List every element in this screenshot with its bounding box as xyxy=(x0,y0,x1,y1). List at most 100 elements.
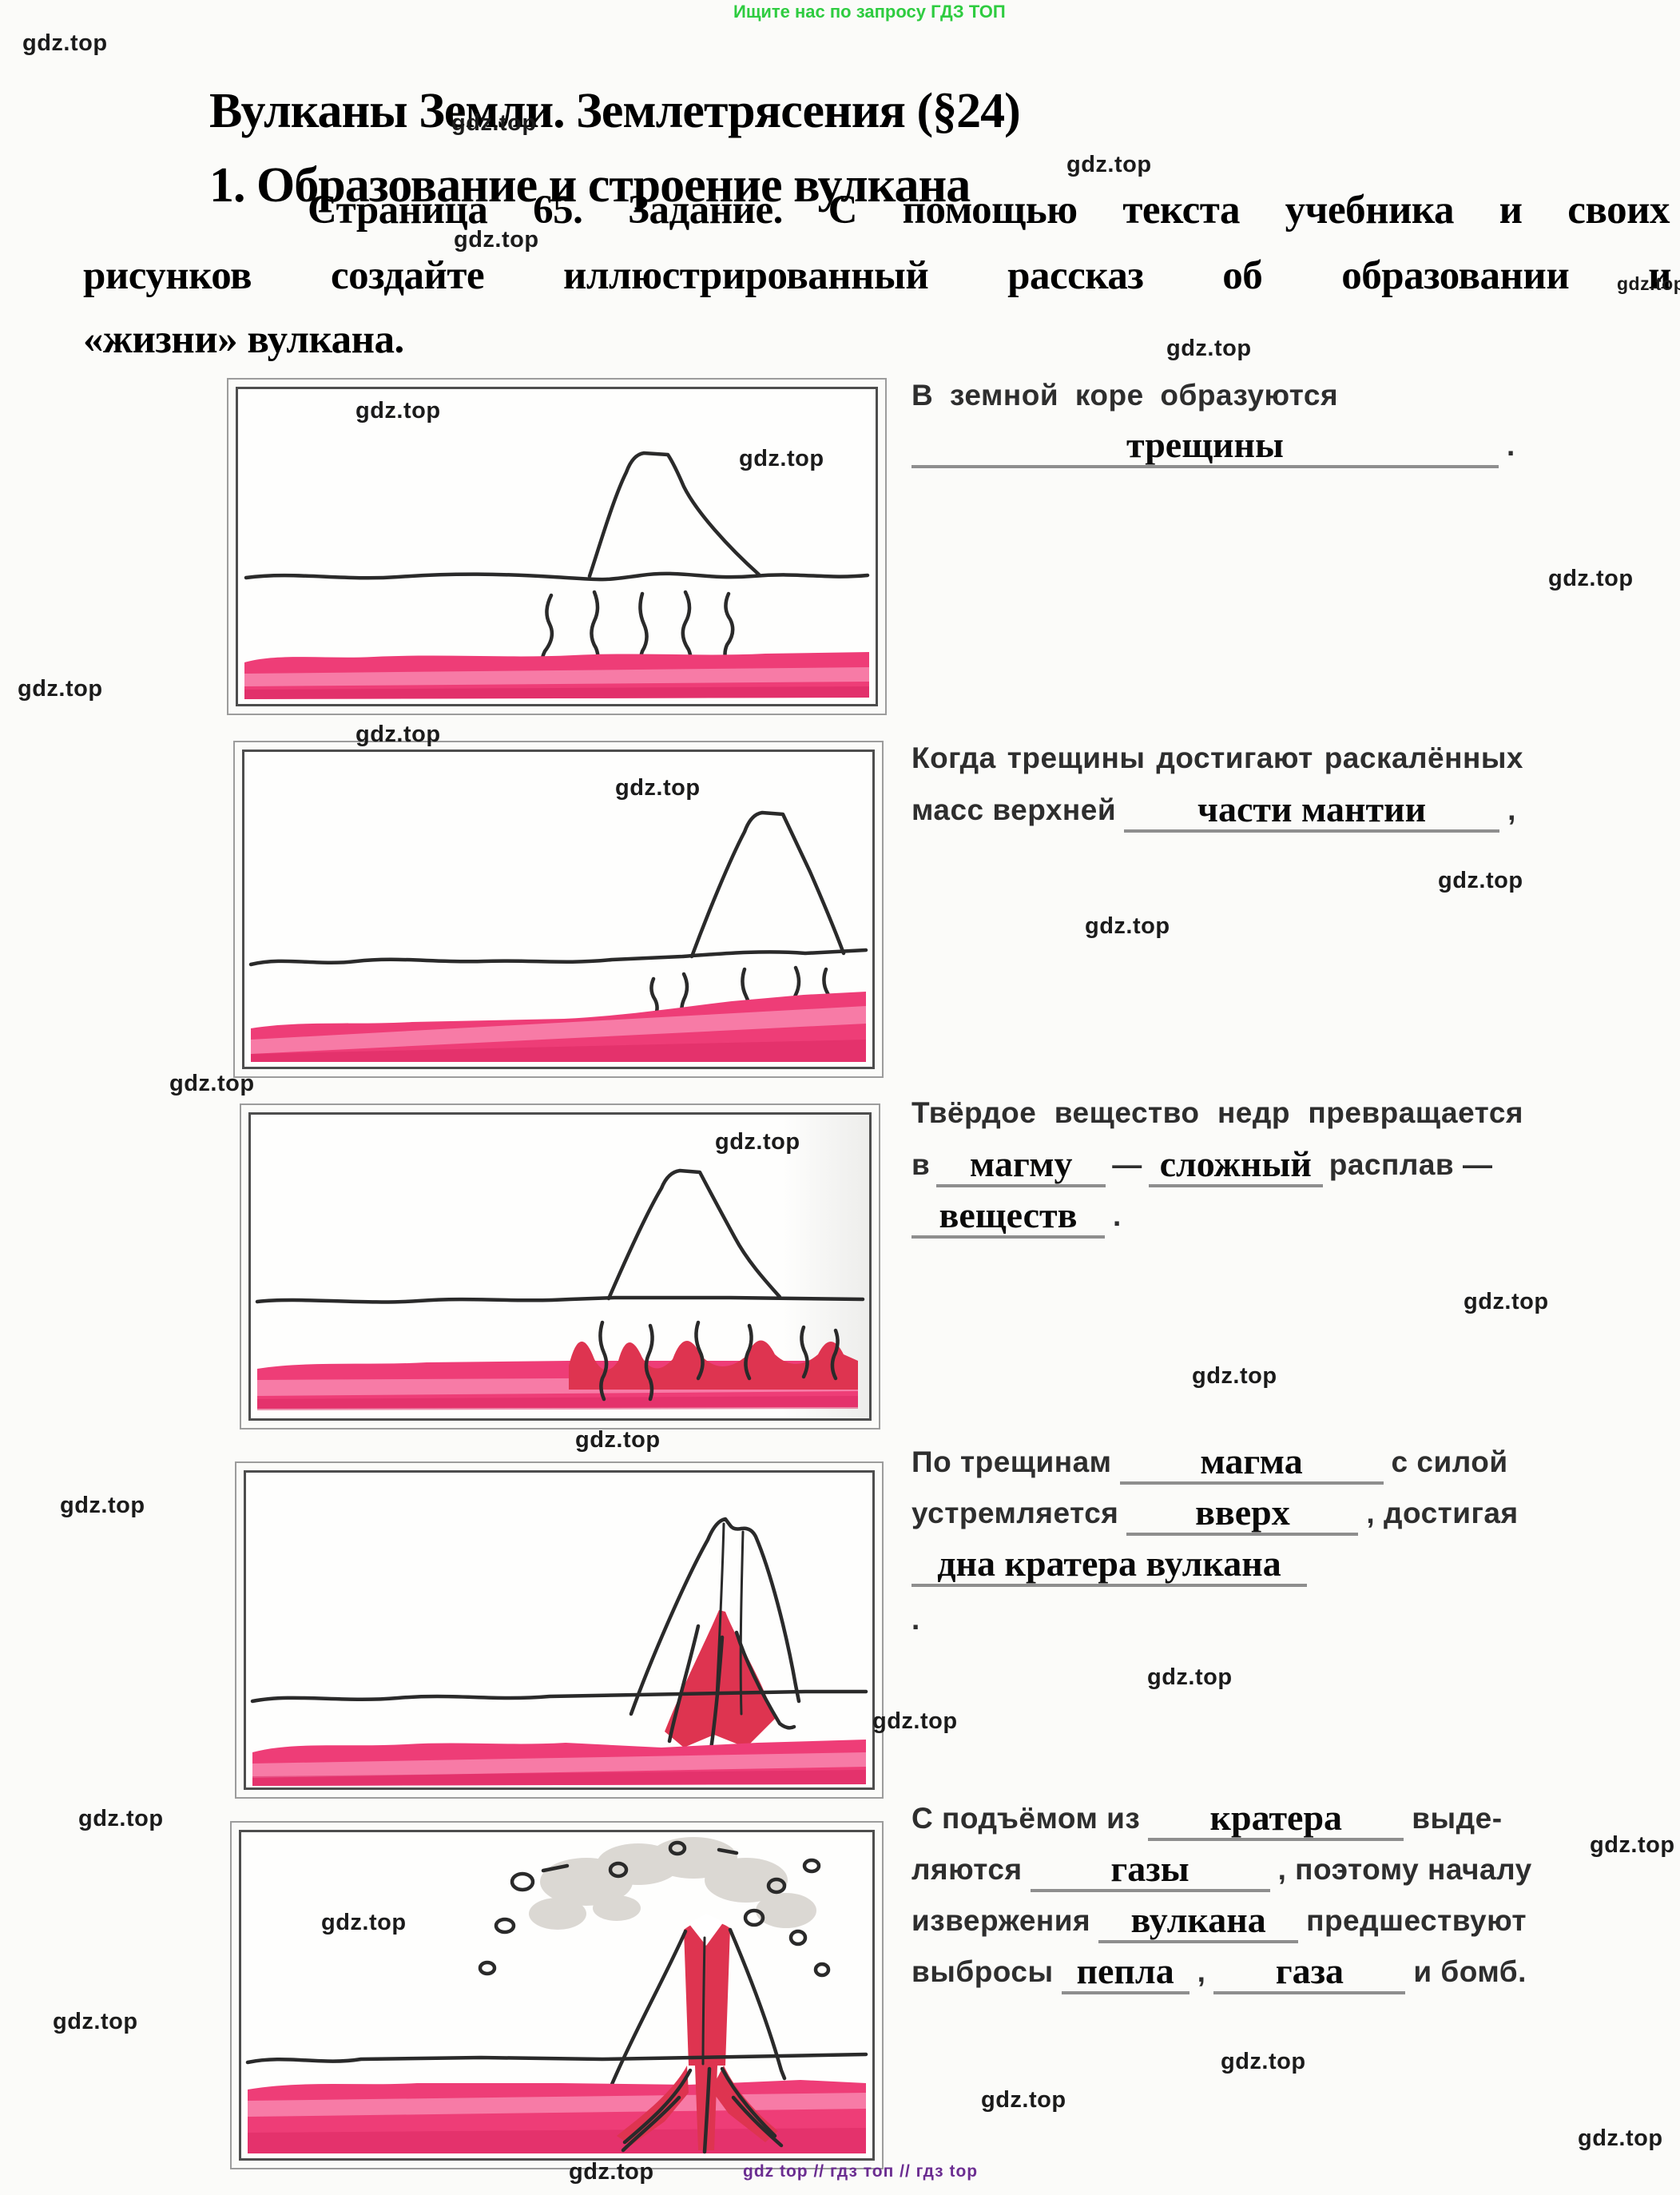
handwritten-answer: кратера xyxy=(1209,1797,1343,1838)
gdz-watermark: gdz.top xyxy=(1085,913,1170,939)
step3-printed-text2: в xyxy=(911,1148,931,1181)
gdz-watermark: gdz.top xyxy=(1617,273,1680,294)
task-text-line3: «жизни» вулкана. xyxy=(83,317,404,362)
gdz-watermark: gdz.top xyxy=(451,110,537,136)
answer-blank: веществ xyxy=(911,1195,1105,1239)
task-text-line1: Страница 65. Задание. С помощью текста у… xyxy=(308,188,1670,233)
handwritten-answer: газы xyxy=(1110,1848,1190,1889)
promo-banner: Ищите нас по запросу ГДЗ ТОП xyxy=(733,2,1006,22)
gdz-watermark: gdz.top xyxy=(454,227,539,253)
answer-blank: дна кратера вулкана xyxy=(911,1543,1307,1587)
gdz-watermark: gdz.top xyxy=(355,722,441,747)
answer-blank: кратера xyxy=(1148,1797,1404,1841)
illustration-stage-4 xyxy=(235,1461,884,1799)
gdz-watermark: gdz.top xyxy=(1578,2125,1663,2151)
gdz-watermark: gdz.top xyxy=(1590,1832,1675,1858)
step5-printed-text4: , поэтому началу xyxy=(1277,1853,1532,1886)
answer-blank: магма xyxy=(1119,1441,1384,1485)
sentence-end: . xyxy=(911,1603,920,1636)
dash: — xyxy=(1112,1148,1142,1181)
step2-sentence-line1: Когда трещины достигают раскалённых xyxy=(911,742,1523,775)
page-title: Вулканы Земли. Землетрясения (§24) xyxy=(209,83,1021,138)
illustration-stage-3 xyxy=(240,1103,880,1430)
answer-blank: вулкана xyxy=(1098,1899,1299,1943)
sentence-end: , xyxy=(1507,793,1516,826)
gdz-watermark: gdz.top xyxy=(1548,566,1634,591)
step4-sentence-end: . xyxy=(911,1603,1523,1636)
volcano-drawing-stage-2 xyxy=(248,810,868,1062)
ground-line xyxy=(250,1689,868,1704)
step4-printed-text2: с силой xyxy=(1391,1445,1508,1478)
ground-line xyxy=(245,2052,868,2065)
handwritten-answer: дна кратера вулкана xyxy=(937,1543,1281,1584)
magma-layer xyxy=(248,2080,866,2153)
step5-printed-text2: выде- xyxy=(1412,1802,1503,1835)
step5-printed-text6: предшествуют xyxy=(1306,1904,1527,1937)
gdz-watermark: gdz.top xyxy=(872,1708,958,1734)
answer-blank: магму xyxy=(936,1143,1106,1187)
volcanic-bombs xyxy=(478,1840,831,1978)
gdz-watermark: gdz.top xyxy=(1221,2049,1306,2074)
illustration-stage-2 xyxy=(233,741,884,1078)
gdz-watermark: gdz.top xyxy=(1166,336,1252,361)
volcano-outline xyxy=(606,1168,782,1301)
step3-answer-line2: веществ. xyxy=(911,1195,1523,1239)
step5-printed-text8: и бомб. xyxy=(1413,1955,1527,1988)
volcano-drawing-stage-3 xyxy=(255,1168,865,1410)
volcano-drawing-stage-4 xyxy=(250,1517,868,1786)
answer-blank: газа xyxy=(1213,1950,1406,1994)
gdz-watermark: gdz.top xyxy=(321,1910,407,1935)
step4-printed-text4: , достигая xyxy=(1366,1497,1519,1529)
gdz-watermark: gdz.top xyxy=(981,2087,1066,2113)
volcano-outline xyxy=(689,810,846,959)
volcano-drawing-stage-1 xyxy=(244,451,870,699)
handwritten-answer: магма xyxy=(1200,1441,1303,1481)
illustration-stage-1 xyxy=(227,378,887,715)
gdz-watermark: gdz.top xyxy=(615,775,701,801)
step5-printed-text: С подъёмом из xyxy=(911,1802,1141,1835)
gdz-watermark: gdz.top xyxy=(1438,868,1523,893)
handwritten-answer: части мантии xyxy=(1197,789,1427,829)
magma-layer xyxy=(244,652,869,699)
step3-answer-line1: в магму — сложный расплав — xyxy=(911,1143,1523,1187)
gdz-watermark: gdz.top xyxy=(18,676,103,702)
step1-answer-line: трещины. xyxy=(911,424,1523,468)
gdz-watermark: gdz.top xyxy=(739,446,824,471)
step5-sentence-line4: выбросы пепла, газа и бомб. xyxy=(911,1950,1526,1994)
step5-sentence-line3: извержения вулкана предшествуют xyxy=(911,1899,1526,1943)
step1-sentence: В земной коре образуются xyxy=(911,379,1523,412)
answer-blank: сложный xyxy=(1148,1143,1323,1187)
handwritten-answer: газа xyxy=(1275,1950,1344,1991)
comma: , xyxy=(1197,1955,1206,1988)
handwritten-answer: вулкана xyxy=(1130,1899,1266,1940)
ground-line xyxy=(248,948,868,967)
cracks xyxy=(598,1320,840,1402)
answer-blank: пепла xyxy=(1061,1950,1190,1994)
sentence-end: . xyxy=(1507,429,1515,462)
handwritten-answer: магму xyxy=(969,1143,1073,1184)
answer-blank: части мантии xyxy=(1124,789,1500,833)
step5-sentence-line2: ляются газы , поэтому началу xyxy=(911,1848,1531,1892)
answer-blank: газы xyxy=(1030,1848,1270,1892)
step4-printed-text: По трещинам xyxy=(911,1445,1112,1478)
gdz-watermark: gdz.top xyxy=(53,2009,138,2034)
magma-crack-branches xyxy=(667,1624,796,1752)
step4-sentence-line2: устремляется вверх , достигая xyxy=(911,1492,1523,1536)
page-subtitle: 1. Образование и строение вулкана xyxy=(209,158,971,213)
sentence-end: . xyxy=(1113,1199,1122,1232)
gdz-watermark: gdz.top xyxy=(1066,152,1152,177)
gdz-watermark: gdz.top xyxy=(22,30,108,56)
page-footer: gdz top // гдз топ // гдз top xyxy=(743,2162,979,2181)
handwritten-answer: веществ xyxy=(939,1195,1078,1235)
gdz-watermark: gdz.top xyxy=(575,1427,661,1453)
step4-answer-line: дна кратера вулкана xyxy=(911,1543,1523,1587)
magma-layer xyxy=(252,1740,866,1786)
handwritten-answer: сложный xyxy=(1159,1143,1312,1184)
handwritten-answer: пепла xyxy=(1076,1950,1174,1991)
step2-answer-line: масс верхней части мантии, xyxy=(911,789,1523,833)
step4-sentence-line1: По трещинам магма с силой xyxy=(911,1441,1523,1485)
step1-printed-text: В земной коре образуются xyxy=(911,379,1339,412)
gdz-watermark: gdz.top xyxy=(355,398,441,423)
rising-magma-tongues xyxy=(569,1340,858,1390)
ground-line xyxy=(244,571,870,582)
